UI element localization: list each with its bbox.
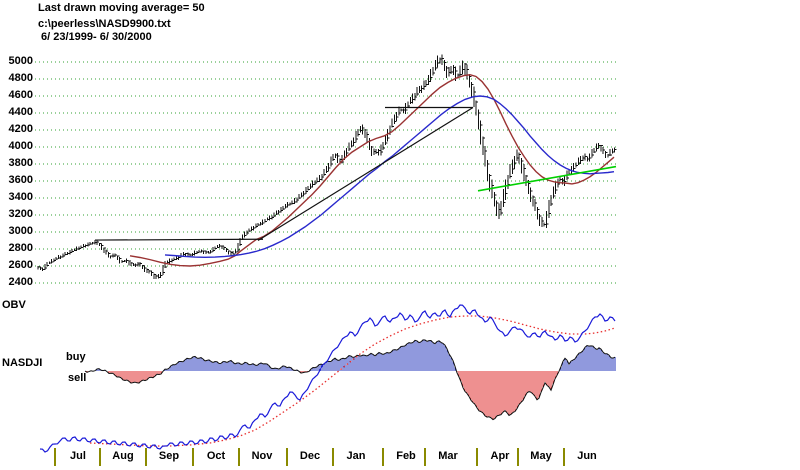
month-label: Jan — [346, 450, 366, 462]
month-label: Oct — [206, 450, 226, 462]
y-axis-label: 3600 — [8, 174, 33, 186]
green-trendline — [477, 165, 617, 192]
data-file-path-text: c:\peerless\NASD9900.txt — [38, 18, 171, 30]
month-label: Mar — [438, 450, 458, 462]
month-label: Jul — [70, 450, 86, 462]
month-label: Jun — [577, 450, 597, 462]
obv-panel-label: OBV — [2, 299, 26, 311]
trendline — [94, 238, 264, 241]
month-label: Sep — [158, 450, 180, 462]
sell-label: sell — [68, 372, 87, 384]
y-axis-label: 3800 — [8, 157, 33, 169]
y-axis-label: 3000 — [8, 225, 33, 237]
month-label: Apr — [490, 450, 510, 462]
y-axis-label: 2600 — [8, 259, 33, 271]
obv-line — [39, 304, 616, 453]
ma-fast-line — [129, 74, 615, 267]
month-label: Aug — [112, 450, 134, 462]
y-axis-label: 5000 — [8, 55, 33, 67]
y-axis-label: 4800 — [8, 72, 33, 84]
month-label: Nov — [251, 450, 273, 462]
trendline — [257, 106, 474, 242]
y-axis-label: 2400 — [8, 276, 33, 288]
y-axis-label: 3400 — [8, 191, 33, 203]
y-axis-label: 3200 — [8, 208, 33, 220]
ma-slow-line — [164, 95, 615, 259]
month-label: Dec — [299, 450, 321, 462]
date-range-text: 6/ 23/1999- 6/ 30/2000 — [41, 31, 152, 43]
month-label: Feb — [396, 450, 416, 462]
y-axis-label: 4200 — [8, 123, 33, 135]
last-moving-average-text: Last drawn moving average= 50 — [38, 2, 205, 14]
month-label: May — [530, 450, 552, 462]
obv-ma-line — [89, 315, 616, 447]
oscillator-envelope — [84, 339, 616, 421]
buy-label: buy — [66, 351, 86, 363]
indicator-panel-label: NASDJI — [2, 357, 43, 369]
y-axis-label: 4000 — [8, 140, 33, 152]
y-axis-label: 4600 — [8, 89, 33, 101]
y-axis-label: 2800 — [8, 242, 33, 254]
y-axis-label: 4400 — [8, 106, 33, 118]
